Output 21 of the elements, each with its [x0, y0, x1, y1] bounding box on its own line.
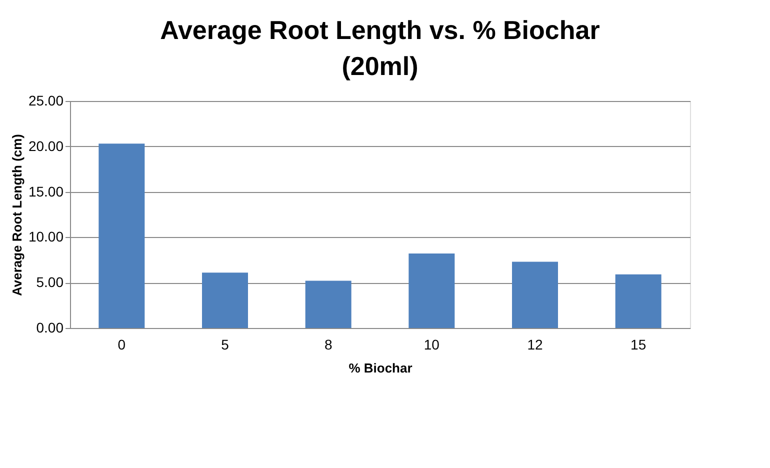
- x-tick-label: 12: [527, 336, 543, 352]
- y-tick-label: 0.00: [36, 320, 64, 336]
- x-tick-label: 0: [118, 336, 126, 352]
- x-tick-label: 5: [221, 336, 230, 352]
- y-tick-label: 10.00: [28, 228, 64, 245]
- y-tick-label: 5.00: [36, 274, 64, 290]
- bar: [408, 254, 455, 328]
- bar: [305, 280, 352, 328]
- x-tick-label: 8: [324, 336, 332, 352]
- bar: [202, 272, 248, 328]
- y-tick-label: 20.00: [28, 138, 64, 154]
- chart-title: Average Root Length vs. % Biochar (20ml): [160, 15, 600, 81]
- x-axis-title: % Biochar: [348, 360, 412, 376]
- bar: [615, 274, 662, 328]
- y-tick-label: 25.00: [28, 92, 64, 108]
- x-tick-label: 15: [630, 336, 646, 352]
- x-tick-label: 10: [424, 336, 440, 352]
- bar: [98, 144, 145, 328]
- y-tick-label: 15.00: [28, 183, 64, 200]
- bar: [512, 262, 558, 328]
- y-axis-title: Average Root Length (cm): [9, 134, 24, 296]
